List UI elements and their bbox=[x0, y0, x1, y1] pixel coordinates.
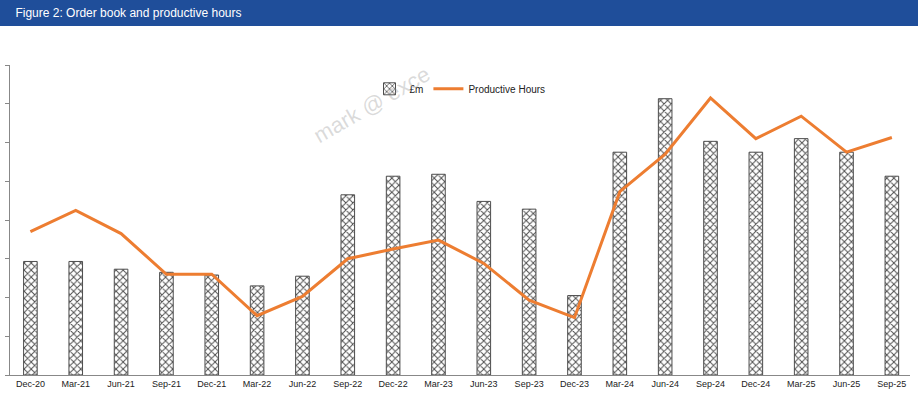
svg-text:Jun-21: Jun-21 bbox=[107, 379, 135, 389]
svg-text:mark @ exce: mark @ exce bbox=[309, 61, 434, 148]
svg-text:Jun-23: Jun-23 bbox=[470, 379, 498, 389]
svg-text:Jun-24: Jun-24 bbox=[651, 379, 679, 389]
svg-text:£m: £m bbox=[410, 84, 424, 95]
svg-text:Dec-24: Dec-24 bbox=[741, 379, 770, 389]
svg-text:Dec-23: Dec-23 bbox=[560, 379, 589, 389]
svg-text:Mar-25: Mar-25 bbox=[787, 379, 816, 389]
svg-text:Mar-24: Mar-24 bbox=[606, 379, 635, 389]
svg-text:Jun-22: Jun-22 bbox=[289, 379, 317, 389]
svg-text:Sep-23: Sep-23 bbox=[515, 379, 544, 389]
svg-text:Dec-20: Dec-20 bbox=[16, 379, 45, 389]
svg-text:Sep-24: Sep-24 bbox=[696, 379, 725, 389]
svg-text:Figure 2: Order book and produ: Figure 2: Order book and productive hour… bbox=[15, 6, 241, 20]
svg-text:Sep-25: Sep-25 bbox=[877, 379, 906, 389]
svg-text:Dec-21: Dec-21 bbox=[197, 379, 226, 389]
svg-text:Productive Hours: Productive Hours bbox=[468, 84, 545, 95]
svg-text:Dec-22: Dec-22 bbox=[379, 379, 408, 389]
svg-text:Mar-22: Mar-22 bbox=[243, 379, 272, 389]
svg-text:Sep-21: Sep-21 bbox=[152, 379, 181, 389]
svg-text:Jun-25: Jun-25 bbox=[833, 379, 861, 389]
svg-text:Mar-21: Mar-21 bbox=[61, 379, 90, 389]
svg-text:Sep-22: Sep-22 bbox=[333, 379, 362, 389]
svg-text:Mar-23: Mar-23 bbox=[424, 379, 453, 389]
